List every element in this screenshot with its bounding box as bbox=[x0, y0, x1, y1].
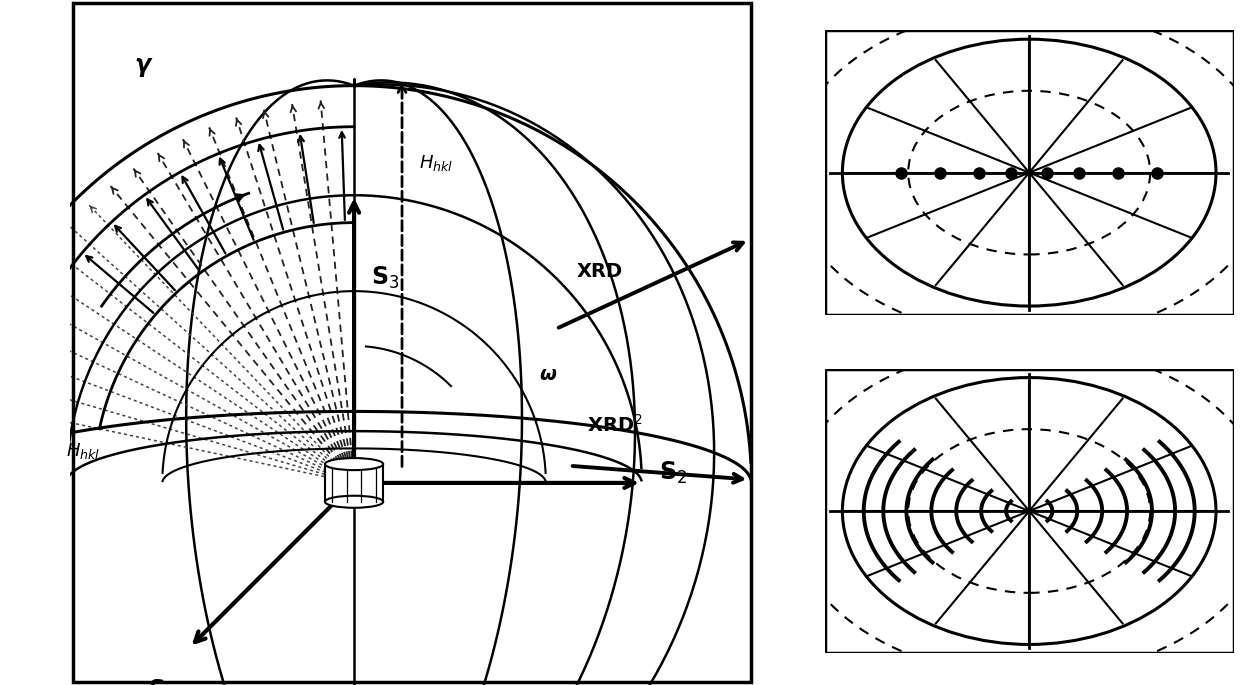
Ellipse shape bbox=[325, 458, 383, 470]
Text: S$_2$: S$_2$ bbox=[658, 460, 687, 486]
Text: H$_{hkl}$: H$_{hkl}$ bbox=[419, 153, 454, 173]
Text: γ: γ bbox=[135, 53, 151, 77]
Text: H$_{hkl}$: H$_{hkl}$ bbox=[67, 440, 100, 460]
Text: XRD: XRD bbox=[577, 262, 622, 282]
Text: S$_3$: S$_3$ bbox=[371, 264, 399, 290]
Bar bbox=[325, 464, 383, 501]
Text: ω: ω bbox=[539, 365, 556, 384]
Text: S$_1$: S$_1$ bbox=[149, 678, 176, 685]
Text: XRD$^2$: XRD$^2$ bbox=[587, 414, 642, 436]
Ellipse shape bbox=[325, 496, 383, 508]
